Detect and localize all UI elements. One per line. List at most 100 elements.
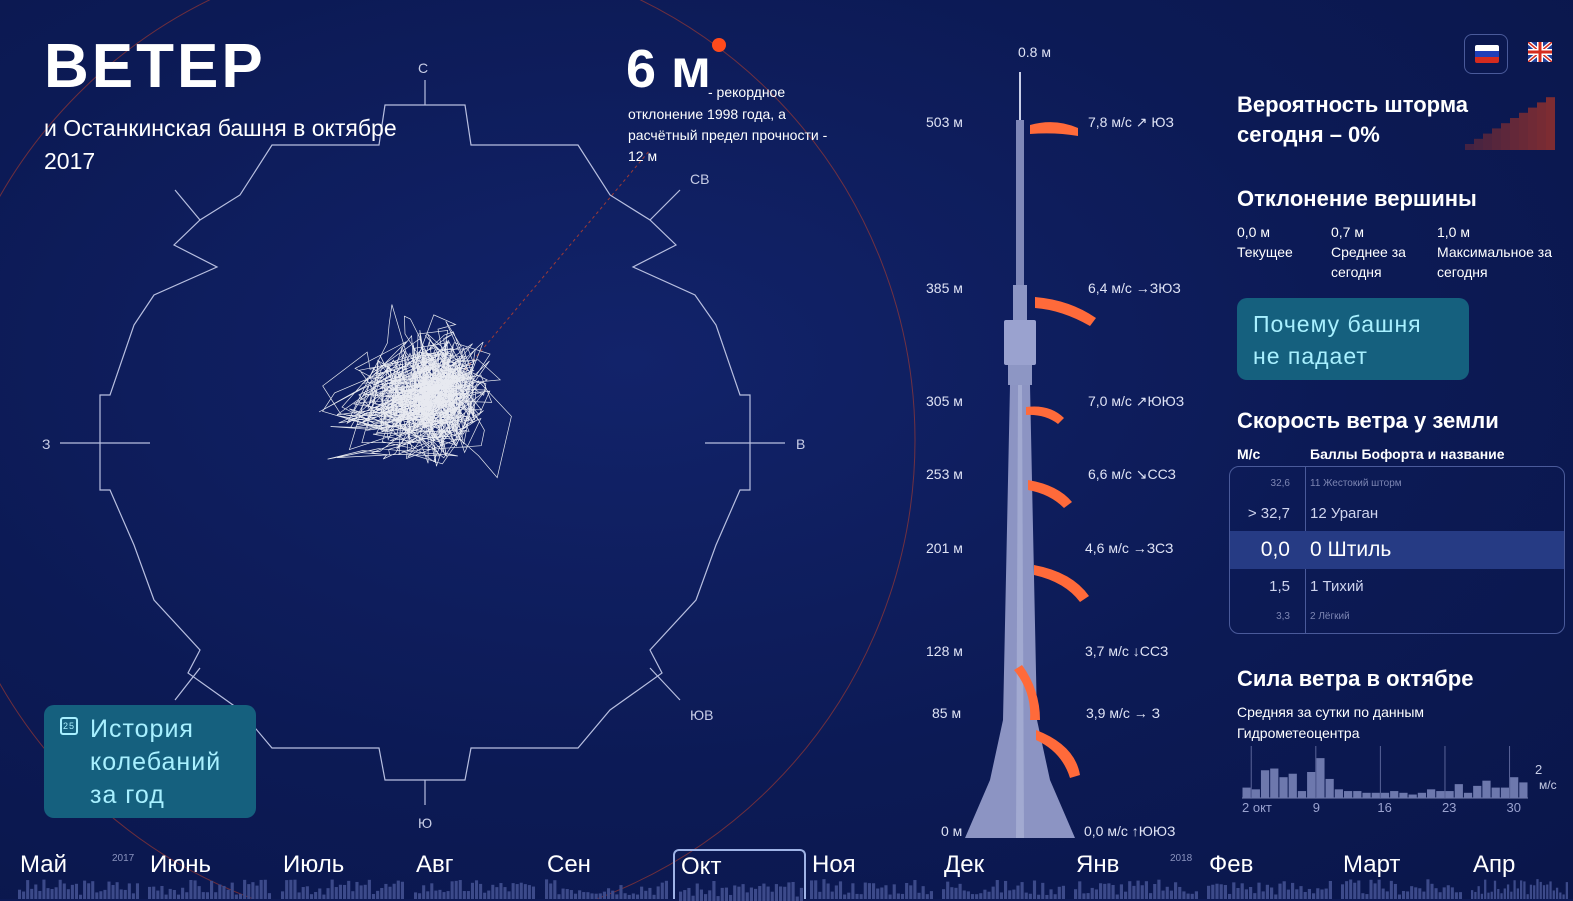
timeline-month-1[interactable]: Май 2017 [14, 849, 144, 899]
timeline-month-9[interactable]: Янв 2018 [1070, 849, 1203, 899]
timeline-month-bars [414, 880, 535, 899]
timeline-bar [234, 894, 238, 899]
force-bar [1519, 782, 1528, 798]
timeline-bar [1049, 889, 1053, 899]
timeline-month-10[interactable]: Фев [1203, 849, 1337, 899]
force-bar [1380, 792, 1390, 798]
timeline-bar [855, 893, 859, 899]
timeline-month-6[interactable]: Окт [673, 849, 806, 901]
force-bar [1491, 787, 1500, 798]
timeline-month-3[interactable]: Июль [277, 849, 409, 899]
compass-label-w: З [42, 436, 51, 452]
timeline-bar [838, 881, 843, 899]
timeline-bar [966, 891, 970, 899]
timeline-bar [99, 891, 103, 899]
timeline-bar [843, 894, 847, 899]
why-tower-not-falling-button[interactable]: Почему башня не падает [1237, 298, 1469, 380]
timeline-month-bars [281, 879, 404, 899]
force-bar [1473, 785, 1482, 798]
storm-step [1465, 144, 1474, 150]
timeline-bar [1516, 888, 1519, 899]
record-deviation-line [464, 149, 651, 371]
timeline-bar [695, 883, 699, 901]
timeline-bar [483, 892, 487, 899]
timeline-bar [1219, 884, 1223, 899]
timeline-month-7[interactable]: Ноя [806, 849, 938, 899]
record-value: 6 м [626, 39, 711, 99]
timeline-bar [1559, 892, 1562, 899]
timeline-bar [251, 882, 255, 899]
timeline-bar [326, 888, 330, 899]
timeline-month-5[interactable]: Сен [541, 849, 673, 899]
force-bar [1454, 784, 1463, 798]
timeline-month-bars [1471, 879, 1568, 899]
timeline-bar [1503, 888, 1506, 899]
timeline-bar [578, 890, 582, 899]
timeline-bar [87, 883, 91, 899]
tower-height: 253 м [926, 466, 963, 482]
timeline-bar [1265, 884, 1269, 899]
timeline-bar [210, 880, 214, 899]
timeline-bar [1291, 882, 1295, 899]
timeline-bar [1446, 885, 1450, 899]
timeline-bar [34, 884, 38, 899]
beaufort-scale[interactable]: 32,6 11 Жестокий шторм > 32,7 12 Ураган … [1229, 466, 1565, 634]
timeline-bar [737, 886, 741, 901]
timeline-month-label: Дек [944, 851, 985, 878]
history-button[interactable]: 25 История колебаний за год [44, 705, 256, 818]
timeline-bar [863, 882, 867, 899]
force-bar [1334, 789, 1343, 798]
timeline-bar [1132, 885, 1136, 899]
timeline-bar [164, 894, 168, 899]
force-bar [1270, 768, 1279, 798]
timeline-bar [185, 892, 189, 899]
language-en-button[interactable] [1528, 42, 1552, 62]
timeline-month-11[interactable]: Март [1337, 849, 1467, 899]
force-bar [1500, 787, 1510, 798]
timeline-bar [230, 882, 234, 899]
timeline-bar [1555, 887, 1559, 899]
timeline-bar [172, 889, 176, 899]
timeline-bar [1211, 884, 1215, 899]
timeline-month-12[interactable]: Апр [1467, 849, 1573, 899]
timeline-month-label: Июнь [150, 851, 212, 878]
timeline-bar [660, 882, 664, 899]
timeline-bar [148, 886, 152, 899]
timeline-bar [115, 882, 119, 899]
timeline-bar [58, 879, 62, 899]
timeline-bar [1032, 880, 1037, 899]
force-bar [1371, 792, 1380, 798]
timeline-month-4[interactable]: Авг [410, 849, 540, 899]
timeline-bar [127, 883, 131, 899]
timeline-bar [1442, 887, 1446, 899]
deviation-current: 0,0 м Текущее [1237, 222, 1327, 262]
timeline-bar [1389, 880, 1393, 899]
deviation-label: Среднее за сегодня [1331, 244, 1406, 280]
timeline-bar [1045, 894, 1049, 899]
month-timeline[interactable]: Май 2017 Июнь Июль Авг Сен Окт Ноя Дек Янв 2018 Фев… [0, 849, 1573, 901]
timeline-month-2[interactable]: Июнь [144, 849, 276, 899]
timeline-bar [729, 894, 733, 901]
timeline-bar [1533, 885, 1536, 899]
timeline-bar [1520, 880, 1523, 899]
force-bar [1445, 791, 1454, 798]
timeline-bar [1552, 890, 1555, 899]
timeline-bar [83, 880, 87, 899]
timeline-bar [70, 884, 74, 899]
language-ru-button[interactable] [1464, 34, 1508, 74]
timeline-bar [1061, 885, 1065, 899]
timeline-bar [867, 883, 871, 899]
timeline-bar [1341, 884, 1345, 899]
timeline-bar [545, 879, 549, 899]
timeline-bar [909, 885, 913, 899]
deviation-max: 1,0 м Максимальное за сегодня [1437, 222, 1561, 282]
timeline-bar [95, 892, 99, 899]
timeline-month-8[interactable]: Дек [938, 849, 1070, 899]
timeline-bar [1094, 889, 1098, 899]
timeline-bar [343, 884, 347, 899]
windsock-85 [1036, 730, 1080, 778]
force-y-unit: м/с [1539, 778, 1557, 792]
tower-speed: 3,7 м/с ↓ССЗ [1085, 643, 1169, 659]
timeline-bar [238, 893, 243, 899]
